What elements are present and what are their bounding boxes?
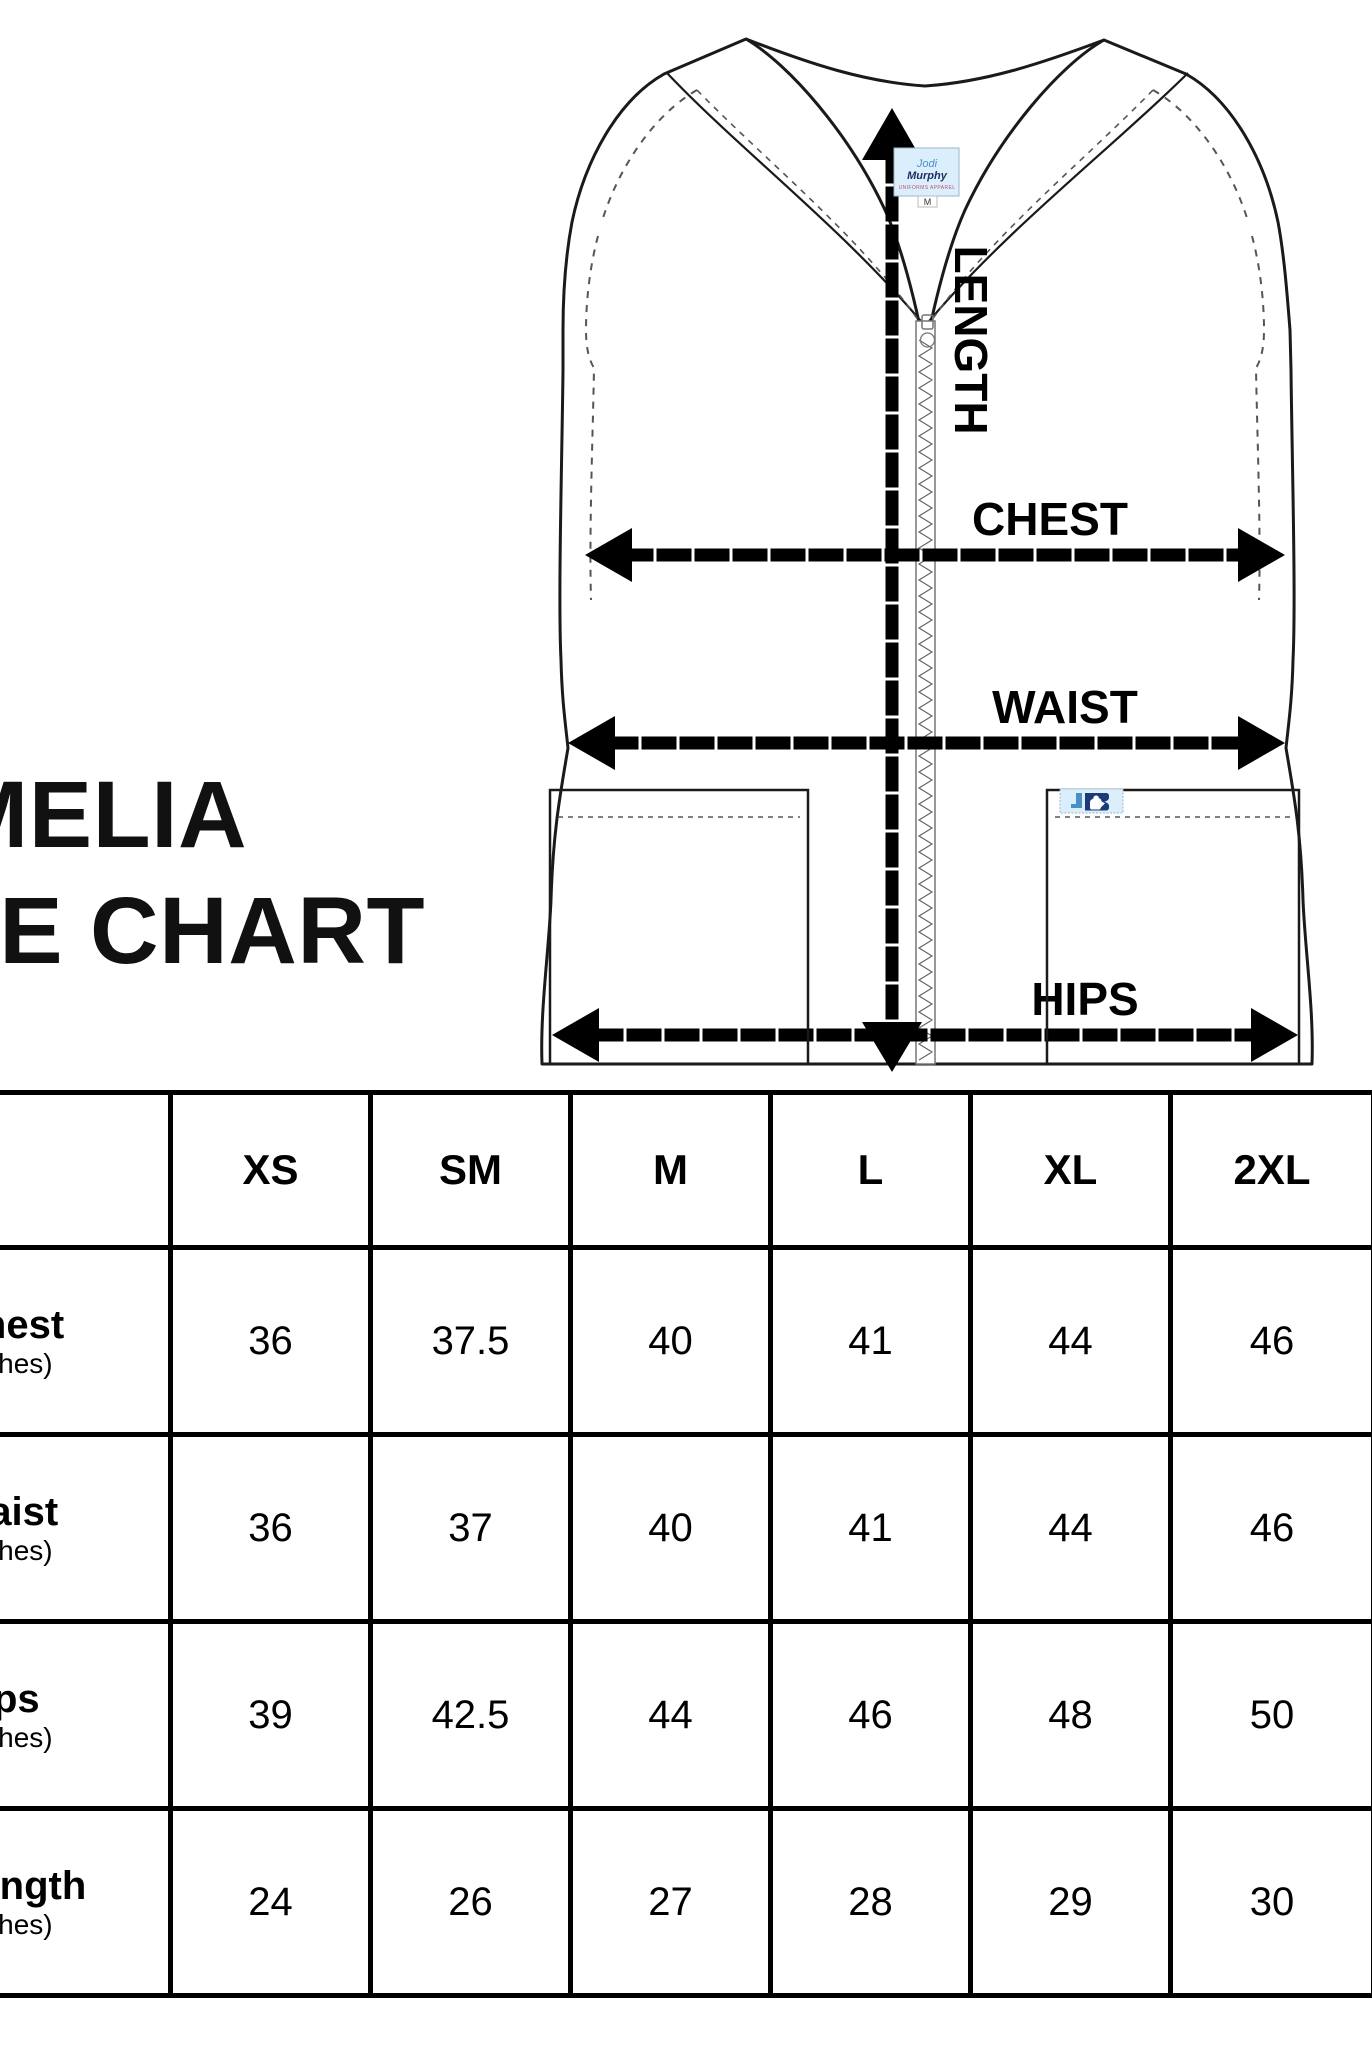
svg-text:LENGTH: LENGTH (945, 245, 997, 434)
svg-text:CHEST: CHEST (972, 493, 1128, 545)
svg-text:Murphy: Murphy (907, 170, 948, 182)
svg-text:M: M (924, 197, 932, 207)
svg-text:WAIST: WAIST (992, 681, 1138, 733)
svg-text:Jodi: Jodi (916, 158, 938, 170)
svg-text:UNIFORMS APPAREL: UNIFORMS APPAREL (899, 185, 956, 191)
